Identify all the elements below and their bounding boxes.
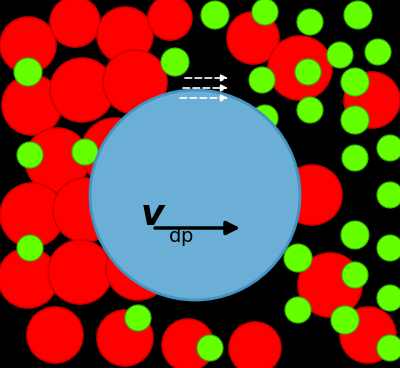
Text: $\mathrm{dp}$: $\mathrm{dp}$ <box>168 225 194 248</box>
Circle shape <box>297 97 323 123</box>
Circle shape <box>377 182 400 208</box>
Circle shape <box>17 235 43 261</box>
Circle shape <box>125 305 151 331</box>
Circle shape <box>48 240 112 304</box>
Circle shape <box>331 306 359 334</box>
Circle shape <box>148 0 192 40</box>
Circle shape <box>97 310 153 366</box>
Circle shape <box>341 106 369 134</box>
Circle shape <box>377 235 400 261</box>
Circle shape <box>365 39 391 65</box>
Circle shape <box>161 48 189 76</box>
Circle shape <box>284 244 312 272</box>
Circle shape <box>341 221 369 249</box>
Circle shape <box>252 105 278 131</box>
Circle shape <box>17 142 43 168</box>
Circle shape <box>27 307 83 363</box>
Circle shape <box>341 68 369 96</box>
Circle shape <box>72 139 98 165</box>
Circle shape <box>282 165 342 225</box>
Circle shape <box>377 335 400 361</box>
Circle shape <box>229 322 281 368</box>
Circle shape <box>227 12 279 64</box>
Circle shape <box>342 262 368 288</box>
Circle shape <box>50 58 114 122</box>
Circle shape <box>103 50 167 114</box>
Circle shape <box>377 285 400 311</box>
Circle shape <box>298 253 362 317</box>
Circle shape <box>327 42 353 68</box>
Text: $\boldsymbol{v}$: $\boldsymbol{v}$ <box>140 198 166 232</box>
Circle shape <box>0 17 56 73</box>
Circle shape <box>344 1 372 29</box>
Circle shape <box>50 0 100 47</box>
Circle shape <box>252 0 278 25</box>
Circle shape <box>249 222 275 248</box>
Circle shape <box>53 178 117 242</box>
Circle shape <box>90 90 300 300</box>
Circle shape <box>162 319 214 368</box>
Circle shape <box>141 114 169 142</box>
Circle shape <box>344 72 400 128</box>
Circle shape <box>110 178 174 242</box>
Circle shape <box>14 58 42 86</box>
Circle shape <box>0 248 58 308</box>
Circle shape <box>377 135 400 161</box>
Circle shape <box>268 36 332 100</box>
Circle shape <box>25 128 89 192</box>
Circle shape <box>342 145 368 171</box>
Circle shape <box>249 67 275 93</box>
Circle shape <box>197 335 223 361</box>
Circle shape <box>106 236 170 300</box>
Circle shape <box>295 59 321 85</box>
Circle shape <box>340 307 396 363</box>
Circle shape <box>97 7 153 63</box>
Circle shape <box>297 9 323 35</box>
Circle shape <box>81 118 149 186</box>
Circle shape <box>2 75 62 135</box>
Circle shape <box>285 297 311 323</box>
Circle shape <box>0 183 64 247</box>
Circle shape <box>201 1 229 29</box>
Circle shape <box>249 142 275 168</box>
